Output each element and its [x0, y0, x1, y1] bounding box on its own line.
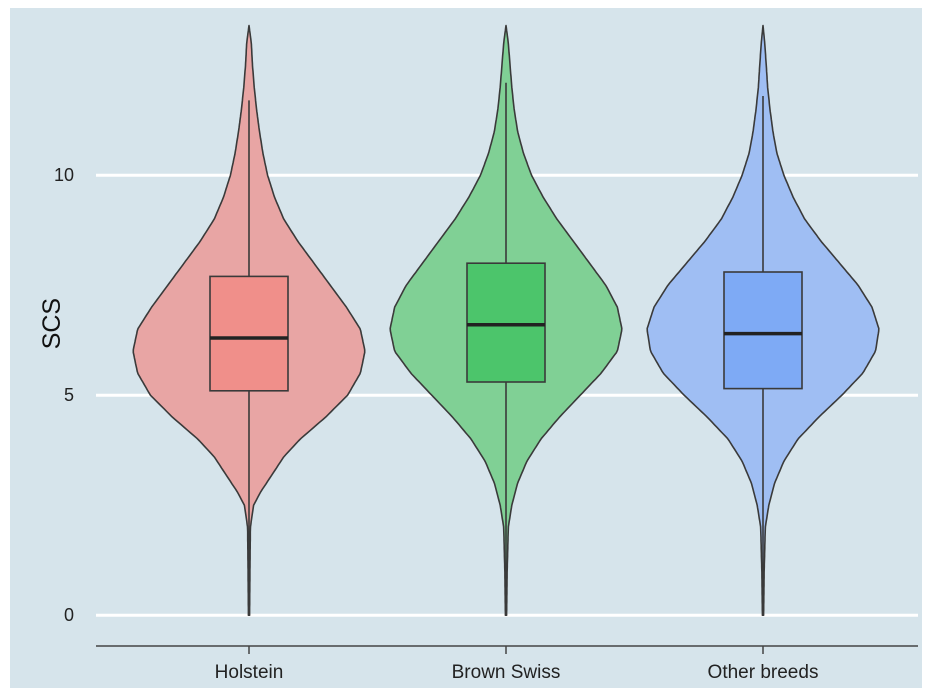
box-iqr — [723, 271, 803, 390]
x-tick-label: Holstein — [215, 662, 284, 683]
violin-other-breeds — [646, 24, 880, 616]
violin-holstein — [132, 24, 366, 616]
x-tick-label: Other breeds — [708, 662, 819, 683]
y-tick-label: 0 — [64, 605, 74, 625]
y-tick-label: 5 — [64, 385, 74, 405]
box-iqr — [466, 262, 546, 383]
box-iqr — [209, 275, 289, 392]
axes: 0 5 10 Holstein Brown Swiss Other breeds — [54, 165, 918, 683]
x-tick-label: Brown Swiss — [452, 662, 561, 683]
violin-brown-swiss — [389, 24, 623, 616]
violin-series — [132, 24, 880, 616]
y-axis-title: SCS — [38, 298, 66, 349]
y-tick-label: 10 — [54, 165, 74, 185]
